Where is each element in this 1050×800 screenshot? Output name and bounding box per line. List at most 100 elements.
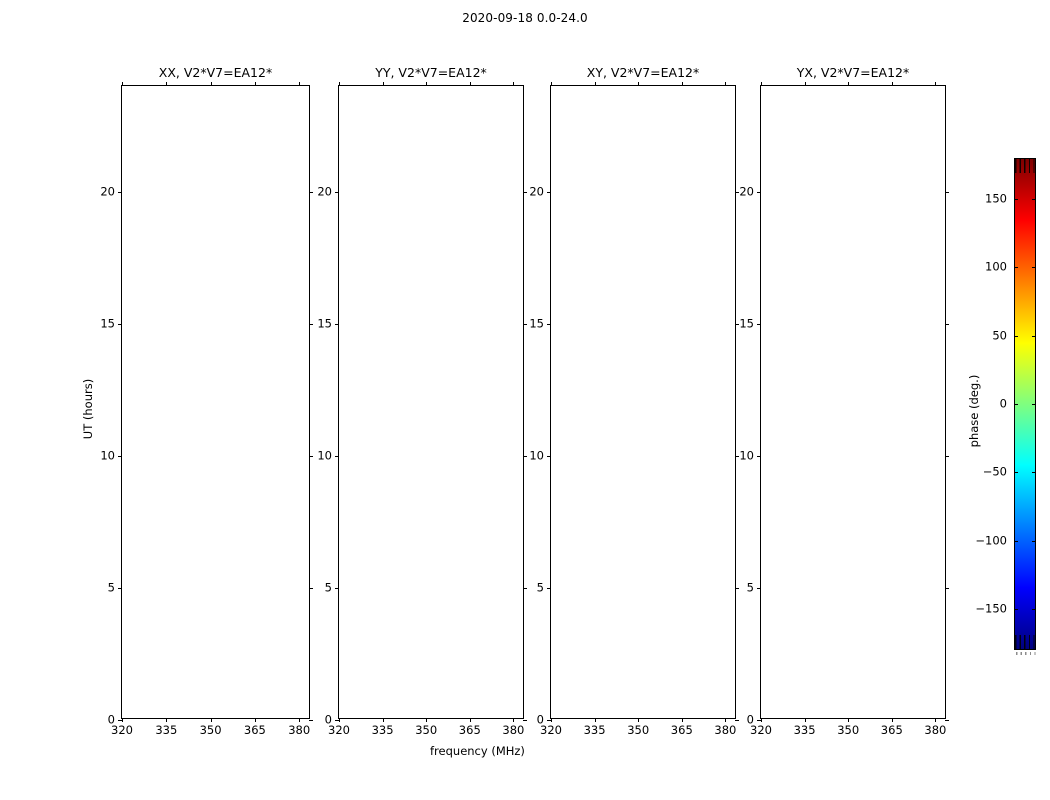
x-tick-mark: [339, 718, 341, 722]
colorbar-tick-mark: [1014, 540, 1018, 542]
x-tick-mark: [299, 718, 301, 722]
x-tick-mark: [804, 718, 806, 722]
y-tick-mark-right: [945, 323, 949, 325]
y-tick-mark-right: [309, 587, 313, 589]
y-tick-label: 10: [529, 448, 544, 463]
colorbar-tick-mark-right: [1032, 335, 1036, 337]
y-tick-mark-right: [945, 587, 949, 589]
y-tick-mark: [547, 587, 551, 589]
y-tick-label: 15: [317, 316, 332, 330]
y-tick-mark-right: [309, 720, 313, 722]
x-tick-mark-top: [804, 82, 806, 86]
y-tick-mark-right: [523, 455, 527, 457]
y-tick-mark: [757, 455, 761, 457]
x-tick-mark-top: [299, 82, 301, 86]
y-tick-mark: [757, 191, 761, 193]
colorbar-tick-label: −100: [975, 532, 1007, 547]
y-tick-label: 15: [529, 316, 544, 330]
y-tick-mark-right: [735, 455, 739, 457]
x-tick-mark: [469, 718, 471, 722]
y-tick-mark-right: [735, 720, 739, 722]
x-tick-mark-top: [166, 82, 168, 86]
y-tick-mark: [335, 191, 339, 193]
x-tick-label: 380: [924, 723, 947, 737]
x-tick-label: 380: [714, 723, 737, 737]
x-tick-mark-top: [122, 82, 124, 86]
colorbar-tick-mark: [1014, 404, 1018, 406]
x-tick-mark-top: [210, 82, 212, 86]
x-tick-label: 335: [583, 723, 606, 737]
panel-title-xy: XY, V2*V7=EA12*: [586, 65, 700, 80]
y-tick-label: 5: [746, 580, 754, 595]
x-tick-mark: [935, 718, 937, 722]
x-tick-mark-top: [848, 82, 850, 86]
x-tick-label: 335: [371, 723, 394, 737]
x-tick-mark-top: [382, 82, 384, 86]
y-tick-mark-right: [523, 323, 527, 325]
x-tick-mark: [551, 718, 553, 722]
y-axis-label: UT (hours): [81, 378, 95, 440]
panel-title-yy: YY, V2*V7=EA12*: [375, 65, 487, 80]
plot-panel-yx[interactable]: YX, V2*V7=EA12* 0 5 10 15 20 320 335 350 365 380: [739, 65, 949, 736]
x-tick-mark: [681, 718, 683, 722]
x-tick-mark-top: [725, 82, 727, 86]
y-tick-mark: [547, 323, 551, 325]
colorbar-tick-label: −50: [982, 464, 1007, 479]
colorbar-tick-mark-right: [1032, 472, 1036, 474]
panel-title-yx: YX, V2*V7=EA12*: [796, 65, 910, 80]
y-tick-label: 20: [739, 183, 754, 198]
plot-panel-yy[interactable]: YY, V2*V7=EA12* 0 5 10 15 20 320 335 350 365 380: [317, 65, 527, 736]
y-tick-mark-right: [309, 191, 313, 193]
x-tick-mark-top: [935, 82, 937, 86]
colorbar-tick-label: 50: [992, 327, 1007, 342]
y-tick-mark-right: [735, 323, 739, 325]
x-tick-label: 350: [837, 723, 860, 737]
x-tick-mark-top: [469, 82, 471, 86]
y-tick-label: 0: [746, 712, 754, 727]
x-tick-mark-top: [551, 82, 553, 86]
x-tick-label: 320: [750, 723, 772, 737]
x-tick-mark-top: [513, 82, 515, 86]
x-tick-label: 365: [670, 723, 693, 737]
y-tick-mark-right: [309, 323, 313, 325]
y-tick-label: 10: [739, 448, 754, 463]
y-tick-label: 20: [317, 183, 332, 198]
colorbar-tick-mark: [1014, 472, 1018, 474]
y-tick-mark-right: [945, 455, 949, 457]
y-tick-mark: [118, 323, 122, 325]
x-tick-mark: [638, 718, 640, 722]
y-tick-mark-right: [735, 191, 739, 193]
y-tick-mark: [335, 455, 339, 457]
y-tick-mark: [547, 191, 551, 193]
colorbar-tick-mark-right: [1032, 199, 1036, 201]
x-tick-label: 350: [627, 723, 650, 737]
y-tick-mark: [757, 323, 761, 325]
colorbar-tick-mark-right: [1032, 404, 1036, 406]
x-tick-mark-top: [426, 82, 428, 86]
x-tick-label: 380: [288, 723, 311, 737]
colorbar-tick-mark: [1014, 199, 1018, 201]
x-tick-mark-top: [761, 82, 763, 86]
y-tick-mark-right: [309, 455, 313, 457]
x-tick-label: 335: [155, 723, 178, 737]
y-tick-mark: [547, 720, 551, 722]
colorbar-tick-label: 0: [999, 396, 1007, 411]
x-tick-mark: [122, 718, 124, 722]
y-tick-mark: [547, 455, 551, 457]
plot-panel-xx[interactable]: XX, V2*V7=EA12* 0 5 10 15 20 320 335 350 365 380: [100, 65, 313, 736]
colorbar-tick-mark: [1014, 609, 1018, 611]
colorbar-tick-label: 150: [985, 191, 1007, 206]
colorbar-tick-mark-right: [1032, 609, 1036, 611]
y-tick-mark: [335, 720, 339, 722]
colorbar[interactable]: −150 −100 −50 0 50 100 150: [975, 158, 1036, 650]
plot-panel-xy[interactable]: XY, V2*V7=EA12* 0 5 10 15 20 320 335 350 365 380: [529, 65, 739, 736]
y-tick-mark: [118, 455, 122, 457]
y-tick-mark-right: [523, 587, 527, 589]
x-tick-mark-top: [594, 82, 596, 86]
x-tick-label: 335: [793, 723, 816, 737]
colorbar-tick-label: 100: [985, 259, 1007, 274]
colorbar-tick-mark-right: [1032, 267, 1036, 269]
x-tick-mark: [761, 718, 763, 722]
colorbar-tick-mark-right: [1032, 540, 1036, 542]
